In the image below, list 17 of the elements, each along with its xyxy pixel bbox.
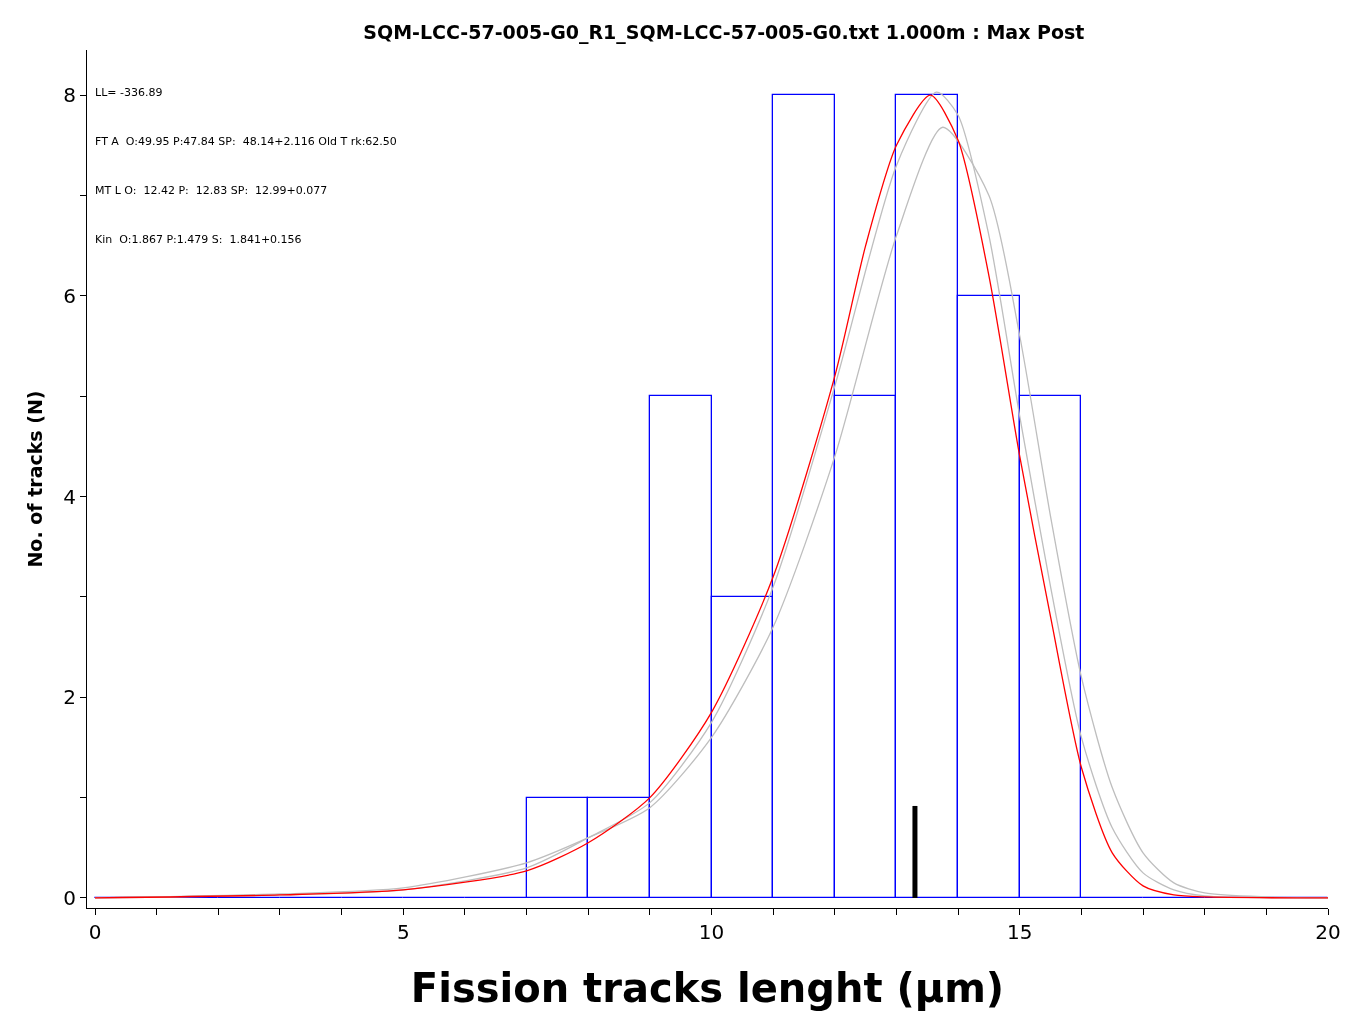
annotation: LL= -336.89 [95,86,163,99]
chart-title: SQM-LCC-57-005-G0_R1_SQM-LCC-57-005-G0.txt 1.000m : Max Post [363,21,1085,45]
x-tick-label: 5 [396,920,410,944]
y-tick-label: 2 [63,685,76,710]
x-tick-label: 20 [1315,920,1341,944]
x-axis-title: Fission tracks lenght (µm) [410,964,1005,1011]
y-tick-label: 4 [63,484,76,509]
y-tick-label: 8 [63,83,76,108]
x-tick-label: 0 [88,920,102,944]
annotation: FT A O:49.95 P:47.84 SP: 48.14+2.116 Old T rk:62.50 [95,135,397,148]
x-tick-label: 15 [1007,920,1033,944]
annotation: Kin O:1.867 P:1.479 S: 1.841+0.156 [95,233,302,246]
annotation: MT L O: 12.42 P: 12.83 SP: 12.99+0.077 [95,184,328,197]
y-axis-title: No. of tracks (N) [24,390,47,568]
y-tick-label: 0 [63,885,76,910]
x-tick-label: 10 [698,920,725,944]
y-tick-label: 6 [63,283,76,308]
